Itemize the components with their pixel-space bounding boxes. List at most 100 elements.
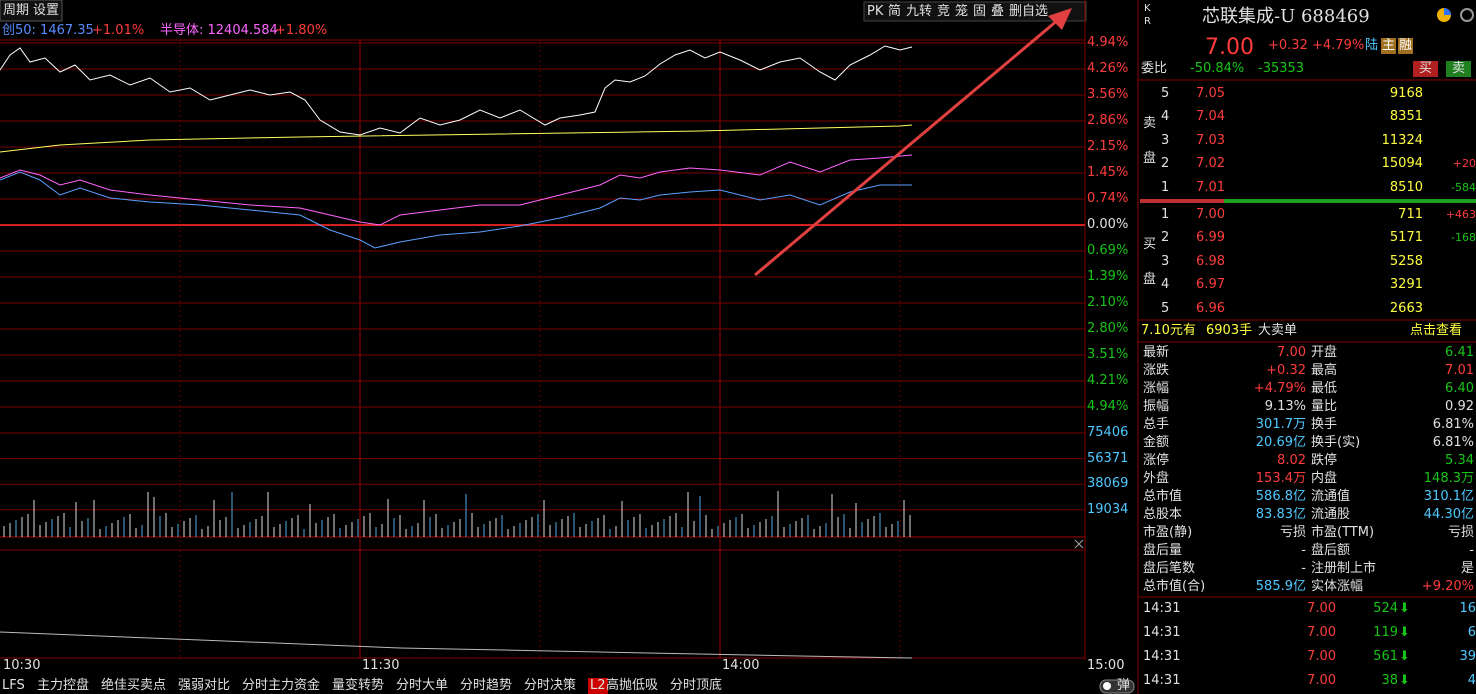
close-icon bbox=[1074, 539, 1084, 549]
settings-icon[interactable] bbox=[1460, 8, 1474, 22]
tab[interactable]: 量变转势 bbox=[332, 678, 385, 693]
book-change: -584 bbox=[1451, 180, 1476, 194]
trade-price: 7.00 bbox=[1307, 649, 1336, 664]
book-volume: 5171 bbox=[1389, 230, 1423, 246]
time-label: 11:30 bbox=[362, 658, 400, 673]
axis-label: 3.51% bbox=[1087, 347, 1129, 362]
grid bbox=[0, 42, 1085, 511]
kr-label: R bbox=[1144, 16, 1151, 27]
stat-label: 市盈(静) bbox=[1143, 525, 1193, 540]
toolbar-button[interactable]: PK bbox=[867, 4, 884, 19]
tab[interactable]: 分时顶底 bbox=[670, 678, 723, 693]
stat-value: 0.92 bbox=[1445, 399, 1474, 414]
ratio: -50.84% bbox=[1190, 61, 1245, 76]
axis-label: 1.45% bbox=[1087, 165, 1129, 180]
index-line-2 bbox=[0, 171, 912, 249]
stat-label: 盘后笔数 bbox=[1143, 561, 1196, 576]
tab[interactable]: 强弱对比 bbox=[178, 678, 231, 693]
annotation-arrow bbox=[754, 12, 1066, 277]
toolbar-button[interactable]: 笼 bbox=[955, 4, 969, 19]
stat-label: 盘后额 bbox=[1311, 543, 1351, 558]
stat-label: 涨停 bbox=[1143, 453, 1170, 468]
stat-label: 流通值 bbox=[1311, 489, 1351, 504]
tab[interactable]: 分时趋势 bbox=[460, 678, 513, 693]
book-volume: 8351 bbox=[1389, 109, 1423, 125]
time-label: 10:30 bbox=[3, 658, 41, 673]
toolbar-button[interactable]: 简 bbox=[888, 4, 902, 19]
tab[interactable]: LFS bbox=[2, 678, 25, 693]
tag: 主 bbox=[1381, 38, 1397, 54]
stat-value: - bbox=[1301, 561, 1306, 576]
stat-value: - bbox=[1469, 543, 1474, 558]
ratio-diff: -35353 bbox=[1258, 61, 1305, 76]
axis-label: 75406 bbox=[1087, 425, 1129, 440]
book-price: 6.96 bbox=[1196, 300, 1225, 316]
pie-icon bbox=[1444, 8, 1451, 15]
axis-label: 3.56% bbox=[1087, 87, 1129, 102]
annotation-arrowhead bbox=[1048, 8, 1072, 30]
big-order-link[interactable]: 点击查看 bbox=[1410, 323, 1463, 338]
book-price: 7.04 bbox=[1196, 109, 1225, 125]
trade-count: 16 bbox=[1459, 601, 1476, 616]
time-label: 15:00 bbox=[1087, 658, 1125, 673]
trade-volume: 561 bbox=[1373, 649, 1398, 664]
stat-label: 总市值(合) bbox=[1143, 579, 1206, 594]
stat-value: 153.4万 bbox=[1255, 471, 1306, 486]
trade-time: 14:31 bbox=[1143, 673, 1181, 688]
axis-label: 4.26% bbox=[1087, 61, 1129, 76]
stat-label: 总手 bbox=[1143, 417, 1170, 432]
trade-arrow: ⬇ bbox=[1399, 601, 1410, 616]
toggle-label[interactable]: 弹 bbox=[1117, 678, 1131, 693]
toolbar-button[interactable]: 删自选 bbox=[1009, 4, 1049, 19]
sell-button[interactable]: 卖 bbox=[1446, 61, 1472, 77]
stat-label: 注册制上市 bbox=[1311, 561, 1377, 576]
trade-price: 7.00 bbox=[1307, 625, 1336, 640]
tab[interactable]: 分时主力资金 bbox=[242, 678, 321, 693]
tab[interactable]: 高抛低吸 bbox=[606, 678, 659, 693]
trade-volume: 119 bbox=[1373, 625, 1398, 640]
index-line-1 bbox=[0, 154, 913, 226]
stat-value: 6.81% bbox=[1432, 435, 1474, 450]
stat-label: 跌停 bbox=[1311, 453, 1338, 468]
axis-label: 38069 bbox=[1087, 476, 1129, 492]
tab[interactable]: 分时决策 bbox=[524, 678, 577, 693]
book-volume: 15094 bbox=[1381, 156, 1423, 172]
stat-label: 市盈(TTM) bbox=[1311, 525, 1375, 540]
trade-volume: 38 bbox=[1381, 673, 1398, 688]
tab[interactable]: 绝佳买卖点 bbox=[101, 678, 167, 693]
toolbar-button[interactable]: 九转 bbox=[906, 4, 933, 19]
buy-button[interactable]: 买 bbox=[1413, 61, 1439, 77]
tab[interactable]: 主力控盘 bbox=[37, 678, 90, 693]
ratio-label: 委比 bbox=[1141, 61, 1168, 76]
toolbar-button[interactable]: 叠 bbox=[991, 4, 1005, 19]
stat-label: 流通股 bbox=[1311, 507, 1351, 522]
stat-value: 20.69亿 bbox=[1255, 435, 1306, 450]
stat-value: 586.8亿 bbox=[1255, 489, 1306, 504]
stat-label: 最低 bbox=[1311, 381, 1338, 396]
toolbar-button[interactable]: 周期 bbox=[3, 3, 30, 18]
book-change: +20 bbox=[1452, 157, 1476, 171]
ratio-bar-red bbox=[1140, 199, 1224, 203]
book-level: 5 bbox=[1161, 300, 1170, 316]
stat-value: 310.1亿 bbox=[1423, 489, 1474, 504]
volume-bars bbox=[3, 491, 911, 537]
big-order: 7.10元有 bbox=[1141, 323, 1196, 338]
book-level: 2 bbox=[1161, 156, 1170, 172]
toolbar-button[interactable]: 固 bbox=[973, 4, 987, 19]
toolbar-button[interactable]: 设置 bbox=[33, 3, 60, 18]
axis-label: 2.86% bbox=[1087, 113, 1129, 128]
stat-label: 总股本 bbox=[1143, 507, 1183, 522]
book-price: 6.98 bbox=[1196, 253, 1225, 269]
tab[interactable]: 分时大单 bbox=[396, 678, 449, 693]
big-order: 大卖单 bbox=[1258, 323, 1298, 338]
book-change: +463 bbox=[1445, 208, 1476, 221]
toolbar-button[interactable]: 竞 bbox=[937, 4, 951, 19]
stock-change: +0.32 bbox=[1268, 38, 1308, 53]
axis-label: 2.10% bbox=[1087, 295, 1129, 310]
book-level: 3 bbox=[1161, 253, 1170, 269]
stat-value: 148.3万 bbox=[1423, 471, 1474, 486]
stat-label: 涨幅 bbox=[1143, 381, 1170, 396]
trade-arrow: ⬇ bbox=[1399, 625, 1410, 640]
kr-label: K bbox=[1144, 3, 1151, 14]
